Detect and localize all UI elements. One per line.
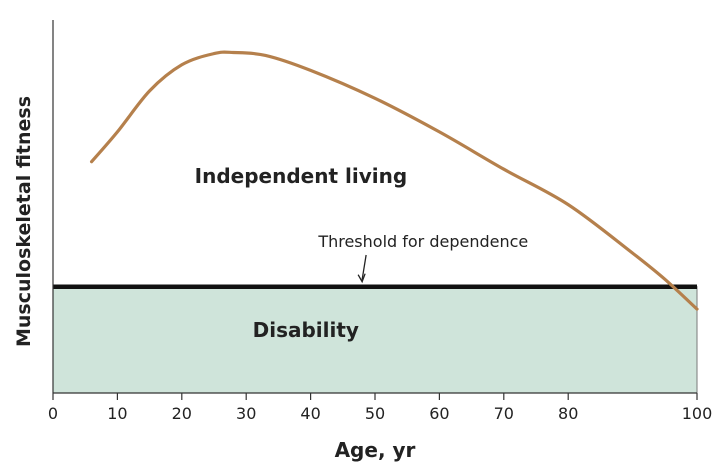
fitness-curve — [90, 50, 699, 311]
threshold-arrowhead — [357, 273, 366, 284]
x-tick-label: 10 — [107, 404, 127, 423]
x-tick-label: 100 — [682, 404, 713, 423]
y-axis-title: Musculoskeletal fitness — [13, 96, 35, 347]
x-axis-title: Age, yr — [335, 438, 416, 462]
regions-layer — [52, 284, 698, 394]
disability-region — [52, 286, 698, 394]
x-tick-label: 70 — [494, 404, 514, 423]
x-tick-label: 80 — [558, 404, 578, 423]
x-tick-label: 50 — [365, 404, 385, 423]
threshold-annotation: Threshold for dependence — [317, 232, 528, 251]
threshold-arrow — [361, 254, 367, 280]
x-tick-label: 30 — [236, 404, 256, 423]
region-label-independent: Independent living — [195, 164, 407, 188]
curve-layer — [90, 50, 699, 311]
region-label-disability: Disability — [253, 318, 359, 342]
x-tick-label: 60 — [429, 404, 449, 423]
x-tick-label: 40 — [300, 404, 320, 423]
labels-layer: Age, yr Musculoskeletal fitness Independ… — [13, 96, 528, 462]
x-tick-label: 0 — [48, 404, 58, 423]
x-ticks: 0 10 20 30 40 50 60 70 80 100 — [48, 393, 712, 423]
x-tick-label: 20 — [172, 404, 192, 423]
